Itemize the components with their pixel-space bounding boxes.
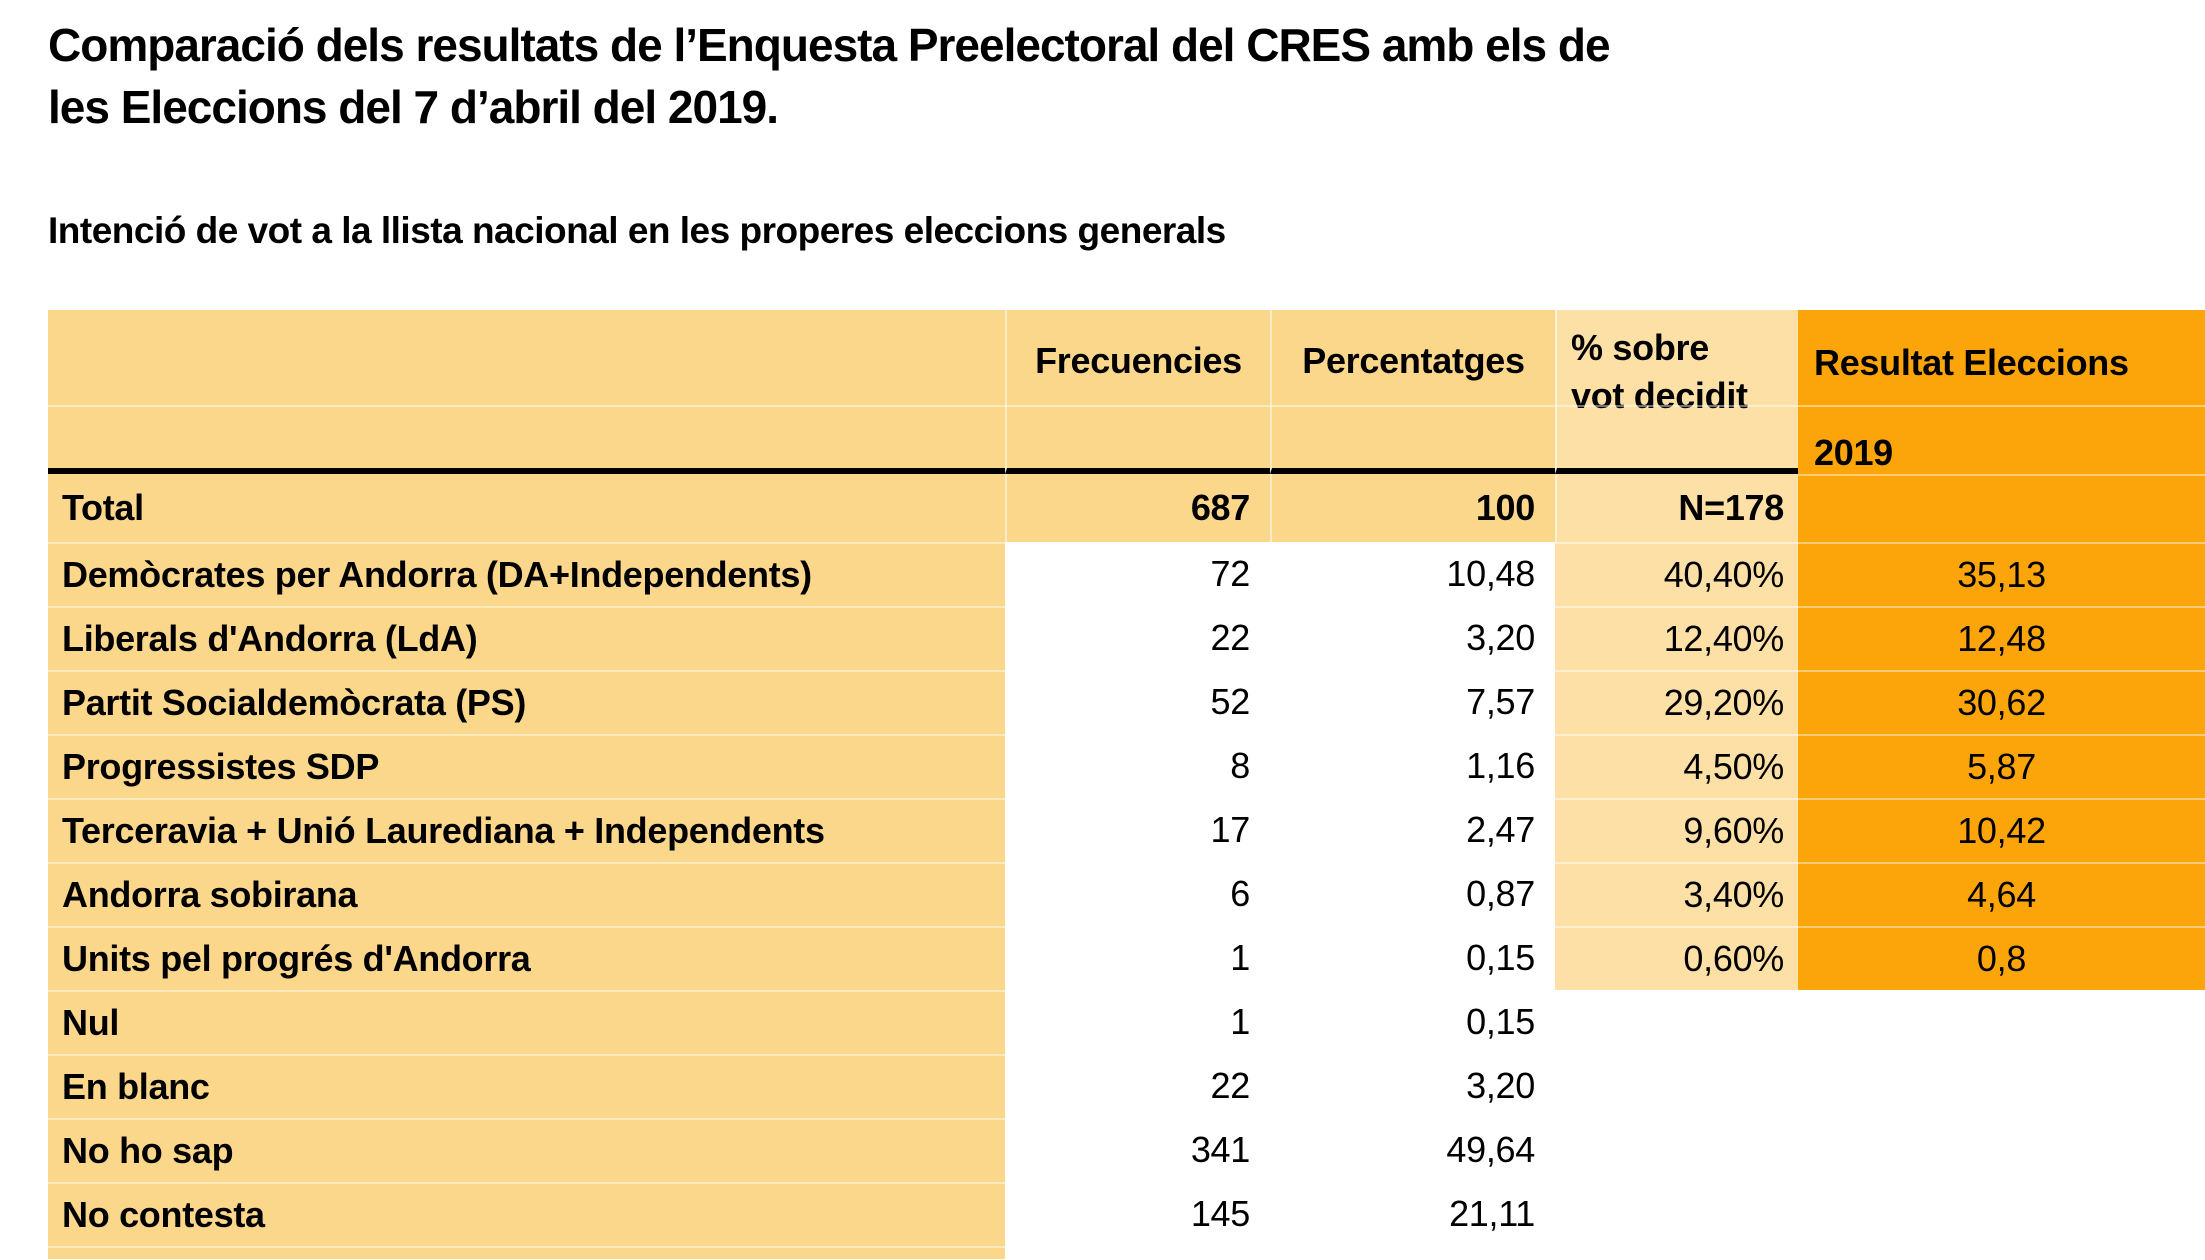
results-table: Frecuencies Percentatges % sobre vot dec… bbox=[48, 310, 2205, 1259]
table-row: Progressistes SDP 8 1,16 4,50% 5,87 bbox=[48, 734, 2205, 798]
header-empty-cell bbox=[48, 310, 1005, 474]
page-title-line-2: les Eleccions del 7 d’abril del 2019. bbox=[48, 81, 779, 133]
election-result-value: 10,42 bbox=[1798, 798, 2205, 862]
percentage-value: 0,15 bbox=[1270, 990, 1555, 1054]
frequency-value bbox=[1005, 1246, 1270, 1259]
election-result-value: 12,48 bbox=[1798, 606, 2205, 670]
header-percentages: Percentatges bbox=[1270, 310, 1555, 474]
total-frequency: 687 bbox=[1005, 474, 1270, 542]
percentage-value: 3,20 bbox=[1270, 1054, 1555, 1118]
party-label: En blanc bbox=[48, 1054, 1005, 1118]
election-result-value bbox=[1798, 1182, 2205, 1246]
partial-next-row bbox=[48, 1246, 2205, 1259]
header-subrow-divider bbox=[48, 405, 2205, 407]
party-label: Andorra sobirana bbox=[48, 862, 1005, 926]
total-n-decided: N=178 bbox=[1555, 474, 1798, 542]
frequency-value: 145 bbox=[1005, 1182, 1270, 1246]
party-label: Terceravia + Unió Laurediana + Independe… bbox=[48, 798, 1005, 862]
percentage-value bbox=[1270, 1246, 1555, 1259]
frequency-value: 8 bbox=[1005, 734, 1270, 798]
header-election-results-line-2: 2019 bbox=[1814, 432, 1893, 473]
party-label: Units pel progrés d'Andorra bbox=[48, 926, 1005, 990]
election-result-value bbox=[1798, 1054, 2205, 1118]
party-label: No contesta bbox=[48, 1182, 1005, 1246]
frequency-value: 1 bbox=[1005, 926, 1270, 990]
table-row: Partit Socialdemòcrata (PS) 52 7,57 29,2… bbox=[48, 670, 2205, 734]
decided-pct-value bbox=[1555, 1054, 1798, 1118]
table-header-row: Frecuencies Percentatges % sobre vot dec… bbox=[48, 310, 2205, 474]
percentage-value: 7,57 bbox=[1270, 670, 1555, 734]
frequency-value: 72 bbox=[1005, 542, 1270, 606]
table-row: Andorra sobirana 6 0,87 3,40% 4,64 bbox=[48, 862, 2205, 926]
election-result-value: 30,62 bbox=[1798, 670, 2205, 734]
total-row: Total 687 100 N=178 bbox=[48, 474, 2205, 542]
header-pct-decided: % sobre vot decidit bbox=[1555, 310, 1798, 474]
party-label bbox=[48, 1246, 1005, 1259]
election-result-value bbox=[1798, 990, 2205, 1054]
table-row: Nul 1 0,15 bbox=[48, 990, 2205, 1054]
percentage-value: 0,87 bbox=[1270, 862, 1555, 926]
party-label: Liberals d'Andorra (LdA) bbox=[48, 606, 1005, 670]
election-result-value: 5,87 bbox=[1798, 734, 2205, 798]
frequency-value: 341 bbox=[1005, 1118, 1270, 1182]
decided-pct-value bbox=[1555, 990, 1798, 1054]
percentage-value: 1,16 bbox=[1270, 734, 1555, 798]
party-label: Demòcrates per Andorra (DA+Independents) bbox=[48, 542, 1005, 606]
header-election-results-line-1: Resultat Eleccions bbox=[1814, 342, 2129, 383]
election-result-value bbox=[1798, 1118, 2205, 1182]
percentage-value: 0,15 bbox=[1270, 926, 1555, 990]
header-pct-decided-line-2: vot decidit bbox=[1571, 375, 1748, 416]
percentage-value: 21,11 bbox=[1270, 1182, 1555, 1246]
frequency-value: 22 bbox=[1005, 606, 1270, 670]
percentage-value: 10,48 bbox=[1270, 542, 1555, 606]
decided-pct-value bbox=[1555, 1246, 1798, 1259]
percentage-value: 49,64 bbox=[1270, 1118, 1555, 1182]
header-election-results: Resultat Eleccions 2019 bbox=[1798, 310, 2205, 474]
frequency-value: 17 bbox=[1005, 798, 1270, 862]
table-row: No ho sap 341 49,64 bbox=[48, 1118, 2205, 1182]
frequency-value: 1 bbox=[1005, 990, 1270, 1054]
decided-pct-value bbox=[1555, 1118, 1798, 1182]
election-result-value: 4,64 bbox=[1798, 862, 2205, 926]
table-row: En blanc 22 3,20 bbox=[48, 1054, 2205, 1118]
election-result-value: 35,13 bbox=[1798, 542, 2205, 606]
table-row: Liberals d'Andorra (LdA) 22 3,20 12,40% … bbox=[48, 606, 2205, 670]
page-title-line-1: Comparació dels resultats de l’Enquesta … bbox=[48, 19, 1611, 71]
party-label: No ho sap bbox=[48, 1118, 1005, 1182]
percentage-value: 3,20 bbox=[1270, 606, 1555, 670]
table-row: Demòcrates per Andorra (DA+Independents)… bbox=[48, 542, 2205, 606]
party-label: Partit Socialdemòcrata (PS) bbox=[48, 670, 1005, 734]
decided-pct-value: 29,20% bbox=[1555, 670, 1798, 734]
party-label: Progressistes SDP bbox=[48, 734, 1005, 798]
election-result-value: 0,8 bbox=[1798, 926, 2205, 990]
total-label: Total bbox=[48, 474, 1005, 542]
table-caption: Intenció de vot a la llista nacional en … bbox=[48, 210, 1226, 251]
page-title: Comparació dels resultats de l’Enquesta … bbox=[48, 14, 1611, 138]
frequency-value: 52 bbox=[1005, 670, 1270, 734]
decided-pct-value: 4,50% bbox=[1555, 734, 1798, 798]
decided-pct-value: 12,40% bbox=[1555, 606, 1798, 670]
decided-pct-value: 9,60% bbox=[1555, 798, 1798, 862]
decided-pct-value: 40,40% bbox=[1555, 542, 1798, 606]
election-result-value bbox=[1798, 1246, 2205, 1259]
decided-pct-value: 0,60% bbox=[1555, 926, 1798, 990]
table-row: No contesta 145 21,11 bbox=[48, 1182, 2205, 1246]
decided-pct-value: 3,40% bbox=[1555, 862, 1798, 926]
header-frequencies: Frecuencies bbox=[1005, 310, 1270, 474]
total-result-cell bbox=[1798, 474, 2205, 542]
header-pct-decided-line-1: % sobre bbox=[1571, 327, 1709, 368]
frequency-value: 6 bbox=[1005, 862, 1270, 926]
table-row: Terceravia + Unió Laurediana + Independe… bbox=[48, 798, 2205, 862]
total-percentage: 100 bbox=[1270, 474, 1555, 542]
frequency-value: 22 bbox=[1005, 1054, 1270, 1118]
decided-pct-value bbox=[1555, 1182, 1798, 1246]
party-label: Nul bbox=[48, 990, 1005, 1054]
table-row: Units pel progrés d'Andorra 1 0,15 0,60%… bbox=[48, 926, 2205, 990]
percentage-value: 2,47 bbox=[1270, 798, 1555, 862]
